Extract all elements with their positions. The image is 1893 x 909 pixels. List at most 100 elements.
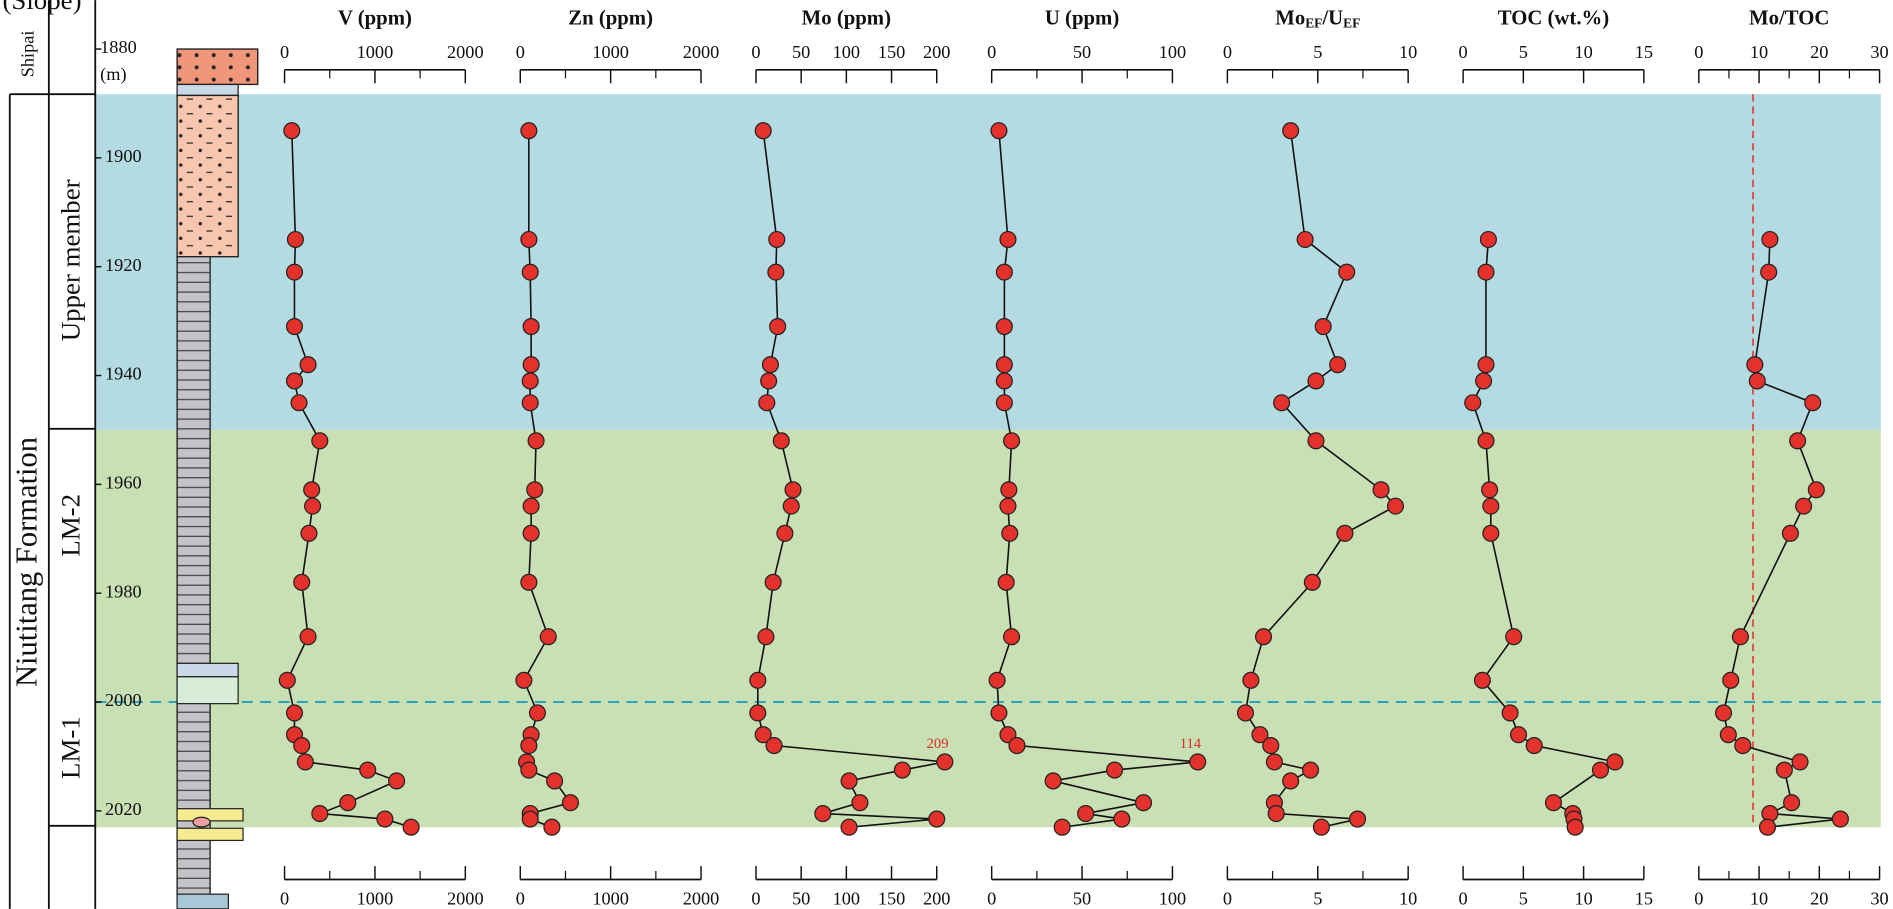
sample-point [294, 574, 310, 590]
panel-title: Mo/TOC [1749, 7, 1829, 29]
sample-point [1303, 762, 1319, 778]
sample-point [996, 395, 1012, 411]
panel-title: MoEF/UEF [1275, 7, 1360, 30]
sample-point [527, 482, 543, 498]
x-tick-label: 200 [923, 888, 950, 908]
sample-point [1790, 433, 1806, 449]
sample-point [1002, 525, 1018, 541]
sample-point [841, 819, 857, 835]
sample-point [1054, 819, 1070, 835]
sample-point [1350, 811, 1366, 827]
x-tick-label: 5 [1519, 888, 1528, 908]
x-tick-label: 200 [923, 42, 950, 62]
sample-point [522, 811, 538, 827]
sample-point [1136, 795, 1152, 811]
sample-point [991, 705, 1007, 721]
sample-point [1004, 629, 1020, 645]
sample-point [287, 319, 303, 335]
sample-point [523, 498, 539, 514]
sample-point [284, 123, 300, 139]
sample-point [750, 705, 766, 721]
sample-point [522, 373, 538, 389]
x-tick-label: 10 [1574, 888, 1592, 908]
sample-point [1478, 264, 1494, 280]
sample-point [761, 373, 777, 389]
x-tick-label: 0 [751, 42, 760, 62]
x-tick-label: 100 [833, 888, 860, 908]
sample-point [929, 811, 945, 827]
sample-point [1330, 357, 1346, 373]
x-tick-label: 0 [280, 888, 289, 908]
panel-title: Mo (ppm) [802, 7, 891, 29]
sample-point [1720, 727, 1736, 743]
sample-point [1749, 373, 1765, 389]
y-tick-label: 1880 [100, 37, 137, 57]
sample-point [523, 525, 539, 541]
section-label: (Slope) [2, 0, 81, 15]
sample-point [523, 319, 539, 335]
sample-point [1268, 806, 1284, 822]
figure: (Slope) Shipai Niutitang Formation Upper… [0, 0, 1893, 909]
sample-point [1337, 525, 1353, 541]
sample-point [769, 232, 785, 248]
sample-point [1004, 433, 1020, 449]
panel-title: TOC (wt.%) [1498, 7, 1609, 29]
sample-point [1266, 754, 1282, 770]
x-tick-label: 0 [1223, 42, 1232, 62]
sample-point [287, 264, 303, 280]
x-tick-label: 0 [1694, 42, 1703, 62]
formation-label: Niutitang Formation [9, 437, 43, 687]
sample-point [1808, 482, 1824, 498]
sample-point [765, 574, 781, 590]
x-tick-label: 1000 [592, 42, 629, 62]
x-tick-label: 5 [1313, 42, 1322, 62]
x-tick-label: 0 [987, 42, 996, 62]
sample-point [937, 754, 953, 770]
sample-point [1546, 795, 1562, 811]
sample-point [777, 525, 793, 541]
sample-point [305, 498, 321, 514]
sample-point [521, 232, 537, 248]
x-tick-label: 20 [1810, 888, 1828, 908]
sample-point [1308, 373, 1324, 389]
sample-point [755, 123, 771, 139]
member-label: LM-1 [55, 716, 85, 779]
x-tick-label: 10 [1574, 42, 1592, 62]
sample-point [894, 762, 910, 778]
sample-point [773, 433, 789, 449]
sample-point [1283, 773, 1299, 789]
x-tick-label: 1000 [357, 42, 394, 62]
sample-point [1476, 373, 1492, 389]
x-tick-label: 10 [1750, 888, 1768, 908]
sample-point [1313, 819, 1329, 835]
sample-point [1304, 574, 1320, 590]
sample-point [1506, 629, 1522, 645]
sample-point [1760, 819, 1776, 835]
sample-point [1483, 498, 1499, 514]
y-tick-label: 1940 [105, 364, 142, 384]
sample-point [547, 773, 563, 789]
sample-point [540, 629, 556, 645]
x-tick-label: 100 [833, 42, 860, 62]
sample-point [523, 357, 539, 373]
sample-point [1502, 705, 1518, 721]
sample-point [1388, 498, 1404, 514]
title-part: Mo [1275, 7, 1305, 29]
sample-point [521, 574, 537, 590]
y-tick-label: 1920 [105, 255, 142, 275]
sample-point [1045, 773, 1061, 789]
y-tick-label: 2020 [105, 799, 142, 819]
sample-point [996, 319, 1012, 335]
sample-point [403, 819, 419, 835]
sample-point [544, 819, 560, 835]
sample-point [1190, 754, 1206, 770]
unit-label: Shipai [18, 31, 38, 78]
sample-point [1732, 629, 1748, 645]
y-tick-label: 2000 [105, 690, 142, 710]
title-part: /U [1321, 7, 1343, 29]
sample-point [291, 395, 307, 411]
x-tick-label: 30 [1870, 888, 1888, 908]
x-tick-label: 10 [1399, 42, 1417, 62]
x-tick-label: 2000 [447, 42, 484, 62]
sample-point [1761, 264, 1777, 280]
